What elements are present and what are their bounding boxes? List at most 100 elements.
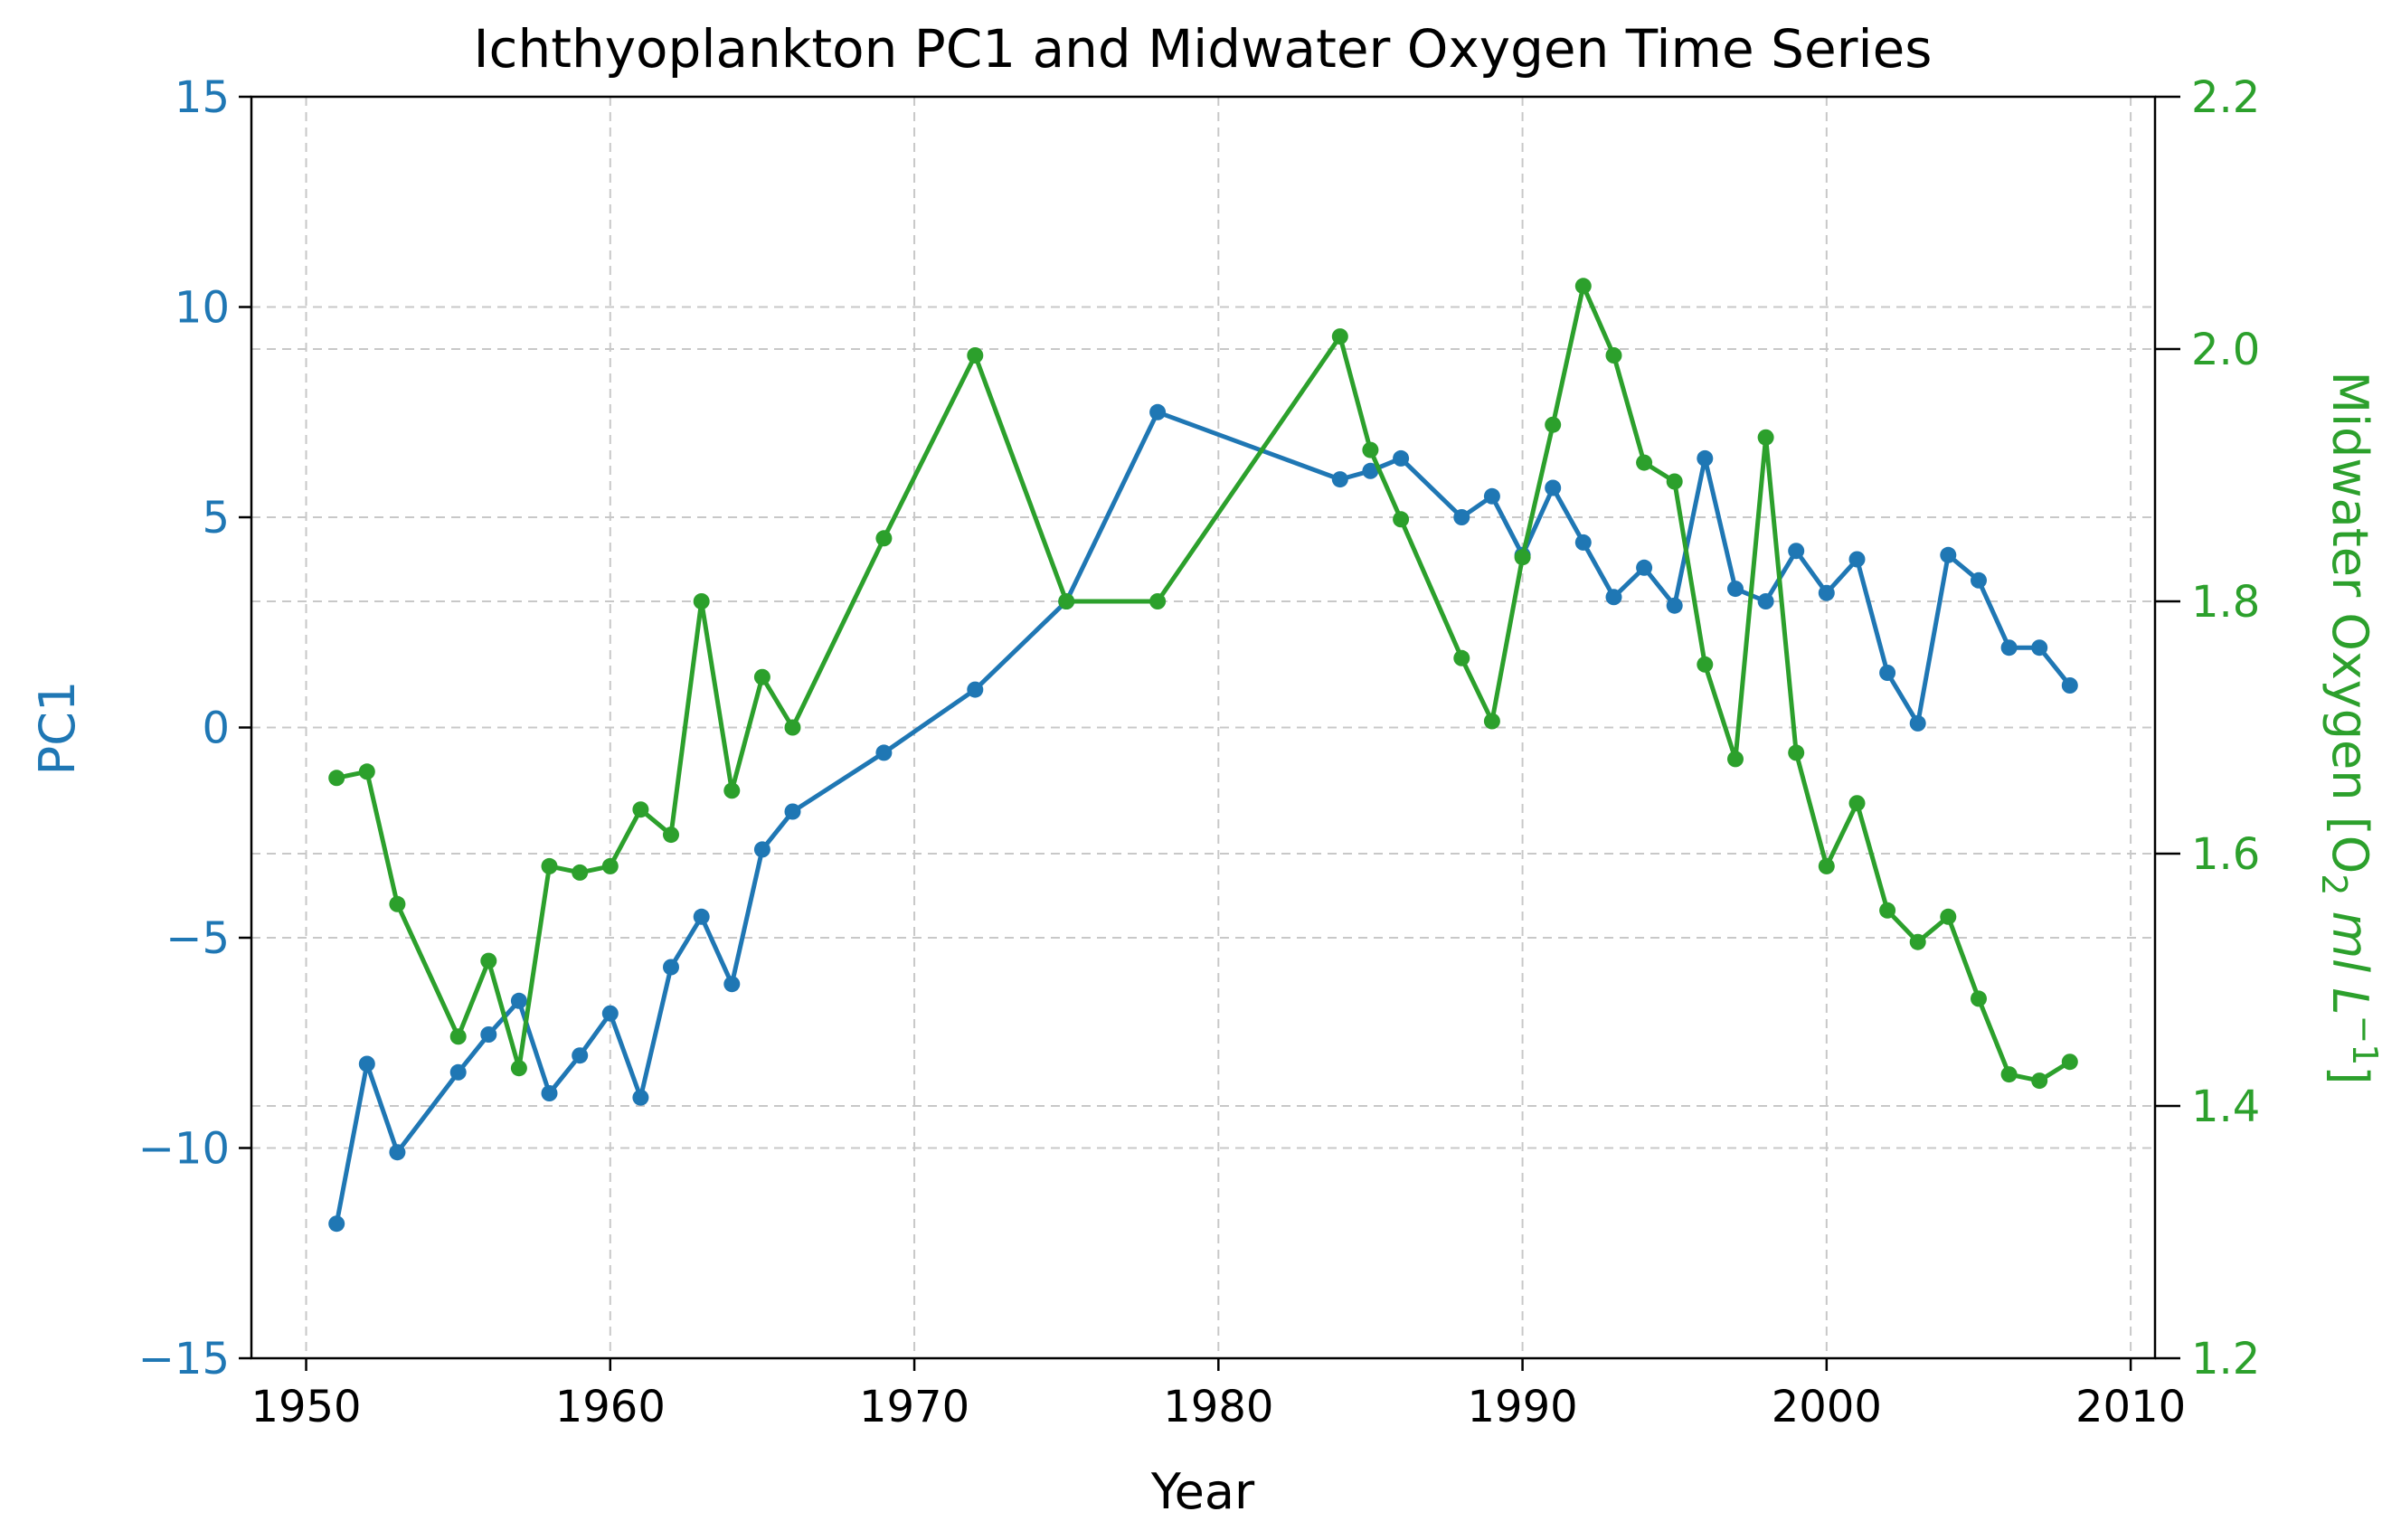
data-point: [389, 895, 406, 912]
data-point: [1574, 534, 1592, 551]
left-tick-label: −15: [138, 1334, 230, 1384]
left-tick-label: −5: [165, 913, 230, 964]
data-point: [875, 744, 893, 761]
data-point: [1393, 511, 1410, 528]
data-point: [1788, 543, 1805, 560]
data-point: [1879, 902, 1896, 919]
data-point: [1727, 581, 1744, 598]
right-axis-label: Midwater Oxygen [O2 ml L−1]: [2314, 371, 2385, 1084]
right-tick-label: 2.2: [2191, 72, 2260, 123]
right-tick-label: 1.2: [2191, 1334, 2260, 1384]
data-point: [1453, 509, 1470, 525]
right-tick-label: 1.4: [2191, 1082, 2260, 1132]
data-point: [1149, 403, 1167, 420]
data-point: [1940, 546, 1957, 563]
data-point: [449, 1063, 467, 1081]
data-point: [1483, 713, 1500, 730]
data-point: [1971, 990, 1987, 1007]
x-tick-label: 2010: [2075, 1382, 2186, 1432]
data-point: [2000, 639, 2018, 657]
left-tick-label: −10: [138, 1124, 230, 1175]
pc1-series: [328, 403, 2078, 1233]
data-point: [875, 530, 893, 547]
data-point: [1727, 751, 1744, 768]
left-tick-label: 10: [175, 283, 230, 334]
data-point: [1666, 473, 1683, 490]
data-point: [572, 864, 589, 881]
data-point: [510, 992, 527, 1009]
data-point: [1666, 597, 1683, 614]
data-point: [2061, 677, 2078, 694]
data-point: [1971, 572, 1987, 589]
data-point: [784, 803, 801, 820]
left-axis-label: PC1: [29, 681, 86, 776]
data-point: [1848, 551, 1866, 568]
chart-title: Ichthyoplankton PC1 and Midwater Oxygen …: [473, 18, 1932, 80]
data-point: [601, 857, 619, 874]
data-point: [1788, 744, 1805, 761]
right-tick-label: 2.0: [2191, 325, 2260, 375]
x-axis-label: Year: [1150, 1463, 1255, 1520]
right-y-axis: 1.2 1.4 1.6 1.8 2.0 2.2: [2155, 72, 2260, 1384]
right-tick-label: 1.6: [2191, 829, 2260, 880]
data-point: [2061, 1053, 2078, 1071]
right-axis-label-unit: ml L: [2321, 895, 2378, 1015]
data-point: [1818, 584, 1835, 601]
data-point: [480, 952, 497, 969]
data-point: [449, 1028, 467, 1045]
left-y-axis: −15 −10 −5 0 5 10 15: [138, 72, 251, 1384]
x-tick-label: 1970: [859, 1382, 969, 1432]
data-point: [1909, 714, 1926, 732]
data-point: [784, 719, 801, 736]
data-point: [1545, 479, 1562, 496]
data-point: [1909, 933, 1926, 950]
data-point: [1757, 593, 1774, 609]
data-point: [723, 976, 741, 993]
right-axis-label-main: Midwater Oxygen [O: [2321, 371, 2378, 874]
right-axis-label-sub: 2: [2314, 874, 2354, 895]
data-point: [1331, 328, 1348, 345]
data-point: [693, 908, 710, 925]
right-axis-label-close: ]: [2321, 1065, 2378, 1084]
data-point: [541, 1085, 558, 1101]
left-tick-label: 15: [175, 72, 230, 123]
data-point: [389, 1144, 406, 1161]
data-point: [1514, 549, 1531, 566]
data-point: [753, 841, 770, 858]
data-point: [541, 857, 558, 874]
data-point: [967, 681, 984, 698]
data-point: [1697, 656, 1714, 673]
data-point: [1362, 441, 1379, 458]
data-point: [1757, 429, 1774, 446]
data-point: [1605, 347, 1622, 364]
data-point: [1453, 649, 1470, 666]
data-point: [632, 1089, 649, 1106]
data-point: [1636, 454, 1653, 471]
data-point: [1331, 471, 1348, 488]
series-layer: [328, 278, 2078, 1233]
data-point: [967, 347, 984, 364]
right-axis-label-sup: −1: [2345, 1015, 2385, 1065]
data-point: [723, 782, 741, 799]
data-point: [328, 1215, 345, 1233]
data-point: [1605, 589, 1622, 606]
data-point: [1848, 795, 1866, 812]
data-point: [693, 593, 710, 609]
left-tick-label: 5: [202, 493, 230, 543]
data-point: [1697, 449, 1714, 467]
data-point: [1574, 278, 1592, 295]
data-point: [2031, 639, 2048, 657]
data-point: [2000, 1066, 2018, 1083]
x-tick-label: 1960: [555, 1382, 666, 1432]
data-point: [1058, 593, 1075, 609]
right-tick-label: 1.8: [2191, 577, 2260, 628]
left-tick-label: 0: [202, 704, 230, 754]
x-axis: 1950 1960 1970 1980 1990 2000 2010: [250, 1358, 2186, 1432]
x-tick-label: 1980: [1163, 1382, 1273, 1432]
data-point: [358, 1055, 375, 1072]
data-point: [1149, 593, 1167, 609]
x-tick-label: 1990: [1467, 1382, 1577, 1432]
data-point: [1362, 462, 1379, 479]
data-point: [358, 763, 375, 780]
